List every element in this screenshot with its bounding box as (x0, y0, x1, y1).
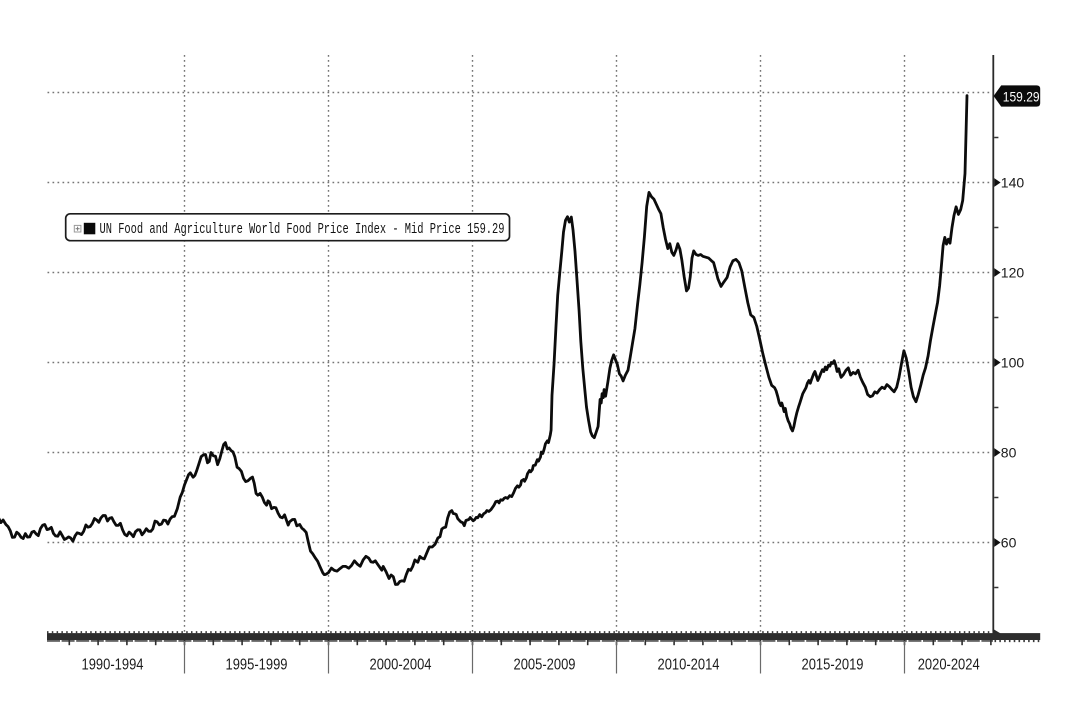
svg-text:2015-2019: 2015-2019 (802, 657, 864, 674)
svg-text:2010-2014: 2010-2014 (658, 657, 720, 674)
svg-text:159.29: 159.29 (1003, 88, 1040, 104)
svg-text:80: 80 (1001, 445, 1017, 461)
svg-text:60: 60 (1001, 535, 1017, 551)
svg-text:100: 100 (1001, 355, 1025, 371)
svg-text:1990-1994: 1990-1994 (82, 657, 144, 674)
svg-text:2000-2004: 2000-2004 (370, 657, 432, 674)
svg-text:140: 140 (1001, 175, 1025, 191)
svg-text:UN Food and Agriculture World: UN Food and Agriculture World Food Price… (100, 222, 505, 238)
svg-text:2020-2024: 2020-2024 (918, 657, 980, 674)
svg-text:120: 120 (1001, 265, 1025, 281)
svg-text:1995-1999: 1995-1999 (226, 657, 288, 674)
svg-text:2005-2009: 2005-2009 (514, 657, 576, 674)
